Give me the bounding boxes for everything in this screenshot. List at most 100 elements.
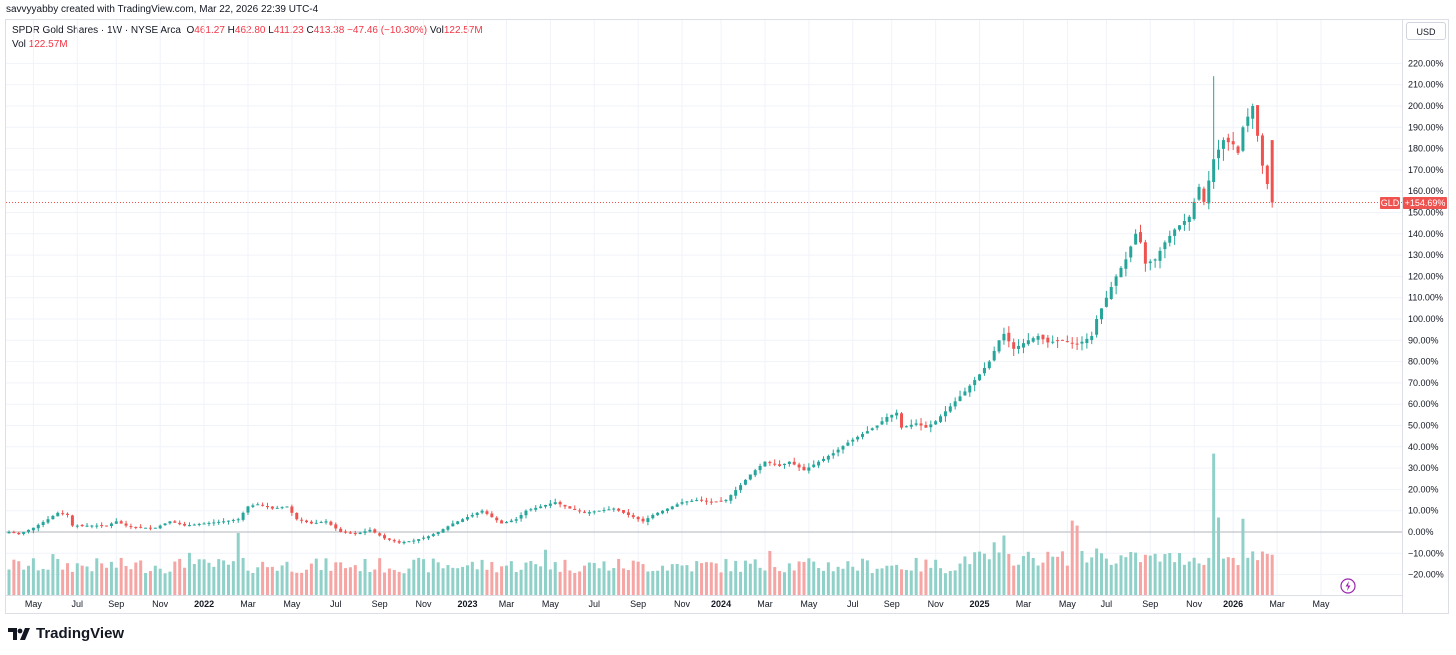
volume-bar xyxy=(66,563,70,595)
candle-body xyxy=(709,501,713,503)
candle-body xyxy=(870,428,874,431)
candle-body xyxy=(690,500,694,502)
candle-body xyxy=(417,539,421,541)
candle-body xyxy=(753,470,757,476)
candle-body xyxy=(1056,340,1060,342)
candle-body xyxy=(929,424,933,428)
volume-bar xyxy=(709,562,713,595)
candle-body xyxy=(651,514,655,519)
candle-body xyxy=(978,374,982,381)
volume-bar xyxy=(978,551,982,595)
x-tick-label: 2023 xyxy=(457,599,477,609)
volume-bar xyxy=(470,561,474,595)
volume-value: 122.57M xyxy=(443,25,483,36)
volume-bar xyxy=(305,569,309,595)
candle-body xyxy=(212,522,216,524)
volume-bar xyxy=(480,559,484,595)
candle-body xyxy=(1090,336,1094,341)
volume-bar xyxy=(997,552,1001,595)
volume-bar xyxy=(280,565,284,595)
volume-bar xyxy=(831,571,835,595)
y-tick-label: 10.00% xyxy=(1408,506,1439,516)
volume-bar xyxy=(1056,556,1060,595)
volume-bar xyxy=(587,562,591,595)
open-value: 461.27 xyxy=(194,25,225,36)
attribution-text: savvyyabby created with TradingView.com,… xyxy=(6,4,319,15)
volume-bar xyxy=(929,567,933,595)
candle-body xyxy=(27,529,31,532)
volume-bar xyxy=(704,562,708,595)
candle-body xyxy=(148,527,152,529)
volume-bar xyxy=(1173,562,1177,595)
volume-bar xyxy=(680,565,684,595)
currency-button[interactable]: USD xyxy=(1406,22,1446,40)
candle-body xyxy=(1251,106,1255,119)
volume-bar xyxy=(295,572,299,595)
candle-body xyxy=(105,525,109,527)
candle-body xyxy=(324,521,328,523)
volume-bar xyxy=(129,569,133,595)
symbol-tag-text: GLD xyxy=(1381,198,1400,208)
candle-body xyxy=(241,512,245,520)
candle-body xyxy=(358,532,362,534)
volume-bar xyxy=(90,571,94,595)
candle-body xyxy=(919,423,923,426)
candle-body xyxy=(548,503,552,506)
lightning-icon[interactable] xyxy=(1340,578,1356,594)
x-tick-label: Nov xyxy=(152,599,169,609)
candle-body xyxy=(836,449,840,453)
x-tick-label: Mar xyxy=(1016,599,1032,609)
volume-bar xyxy=(41,568,45,595)
candle-body xyxy=(846,442,850,446)
volume-bar xyxy=(353,565,357,595)
candle-body xyxy=(114,521,118,524)
y-tick-label: 60.00% xyxy=(1408,399,1439,409)
volume-bar xyxy=(592,562,596,595)
volume-bar xyxy=(636,561,640,595)
candle-body xyxy=(485,511,489,514)
volume-bar xyxy=(1046,551,1050,595)
candle-body xyxy=(80,524,84,526)
candle-body xyxy=(675,504,679,507)
candle-body xyxy=(568,506,572,509)
candle-body xyxy=(1031,338,1035,342)
volume-bar xyxy=(670,564,674,595)
volume-bar xyxy=(148,571,152,595)
candle-body xyxy=(592,511,596,513)
candle-body xyxy=(534,507,538,510)
high-value: 462.80 xyxy=(234,25,266,36)
volume-bar xyxy=(1090,557,1094,595)
x-tick-label: Mar xyxy=(757,599,773,609)
candle-body xyxy=(578,510,582,512)
candle-body xyxy=(1217,149,1221,159)
volume-bar xyxy=(168,571,172,595)
candle-body xyxy=(734,490,738,496)
candle-body xyxy=(631,515,635,518)
candle-body xyxy=(1119,267,1123,278)
x-tick-label: May xyxy=(283,599,301,609)
volume-bar xyxy=(948,570,952,595)
candle-body xyxy=(261,504,265,506)
series-legend[interactable]: SPDR Gold Shares · 1W · NYSE Arca O 461.2… xyxy=(12,24,483,52)
candle-body xyxy=(378,533,382,536)
candle-body xyxy=(109,523,113,526)
y-tick-label: 210.00% xyxy=(1408,80,1444,90)
volume-bar xyxy=(1129,551,1133,595)
candle-body xyxy=(987,361,991,369)
volume-bar xyxy=(690,571,694,595)
candle-body xyxy=(939,416,943,422)
volume-bar xyxy=(1012,565,1016,595)
candle-body xyxy=(1026,340,1030,345)
candle-body xyxy=(1256,105,1260,136)
volume-bar xyxy=(212,566,216,595)
candle-body xyxy=(1041,334,1045,340)
volume-bar xyxy=(51,554,55,595)
volume-bar xyxy=(1085,562,1089,595)
candle-body xyxy=(602,509,606,511)
candle-body xyxy=(943,411,947,417)
volume-bar xyxy=(597,568,601,595)
candle-body xyxy=(353,533,357,535)
tradingview-logo[interactable]: TradingView xyxy=(8,625,124,642)
candle-body xyxy=(285,506,289,508)
